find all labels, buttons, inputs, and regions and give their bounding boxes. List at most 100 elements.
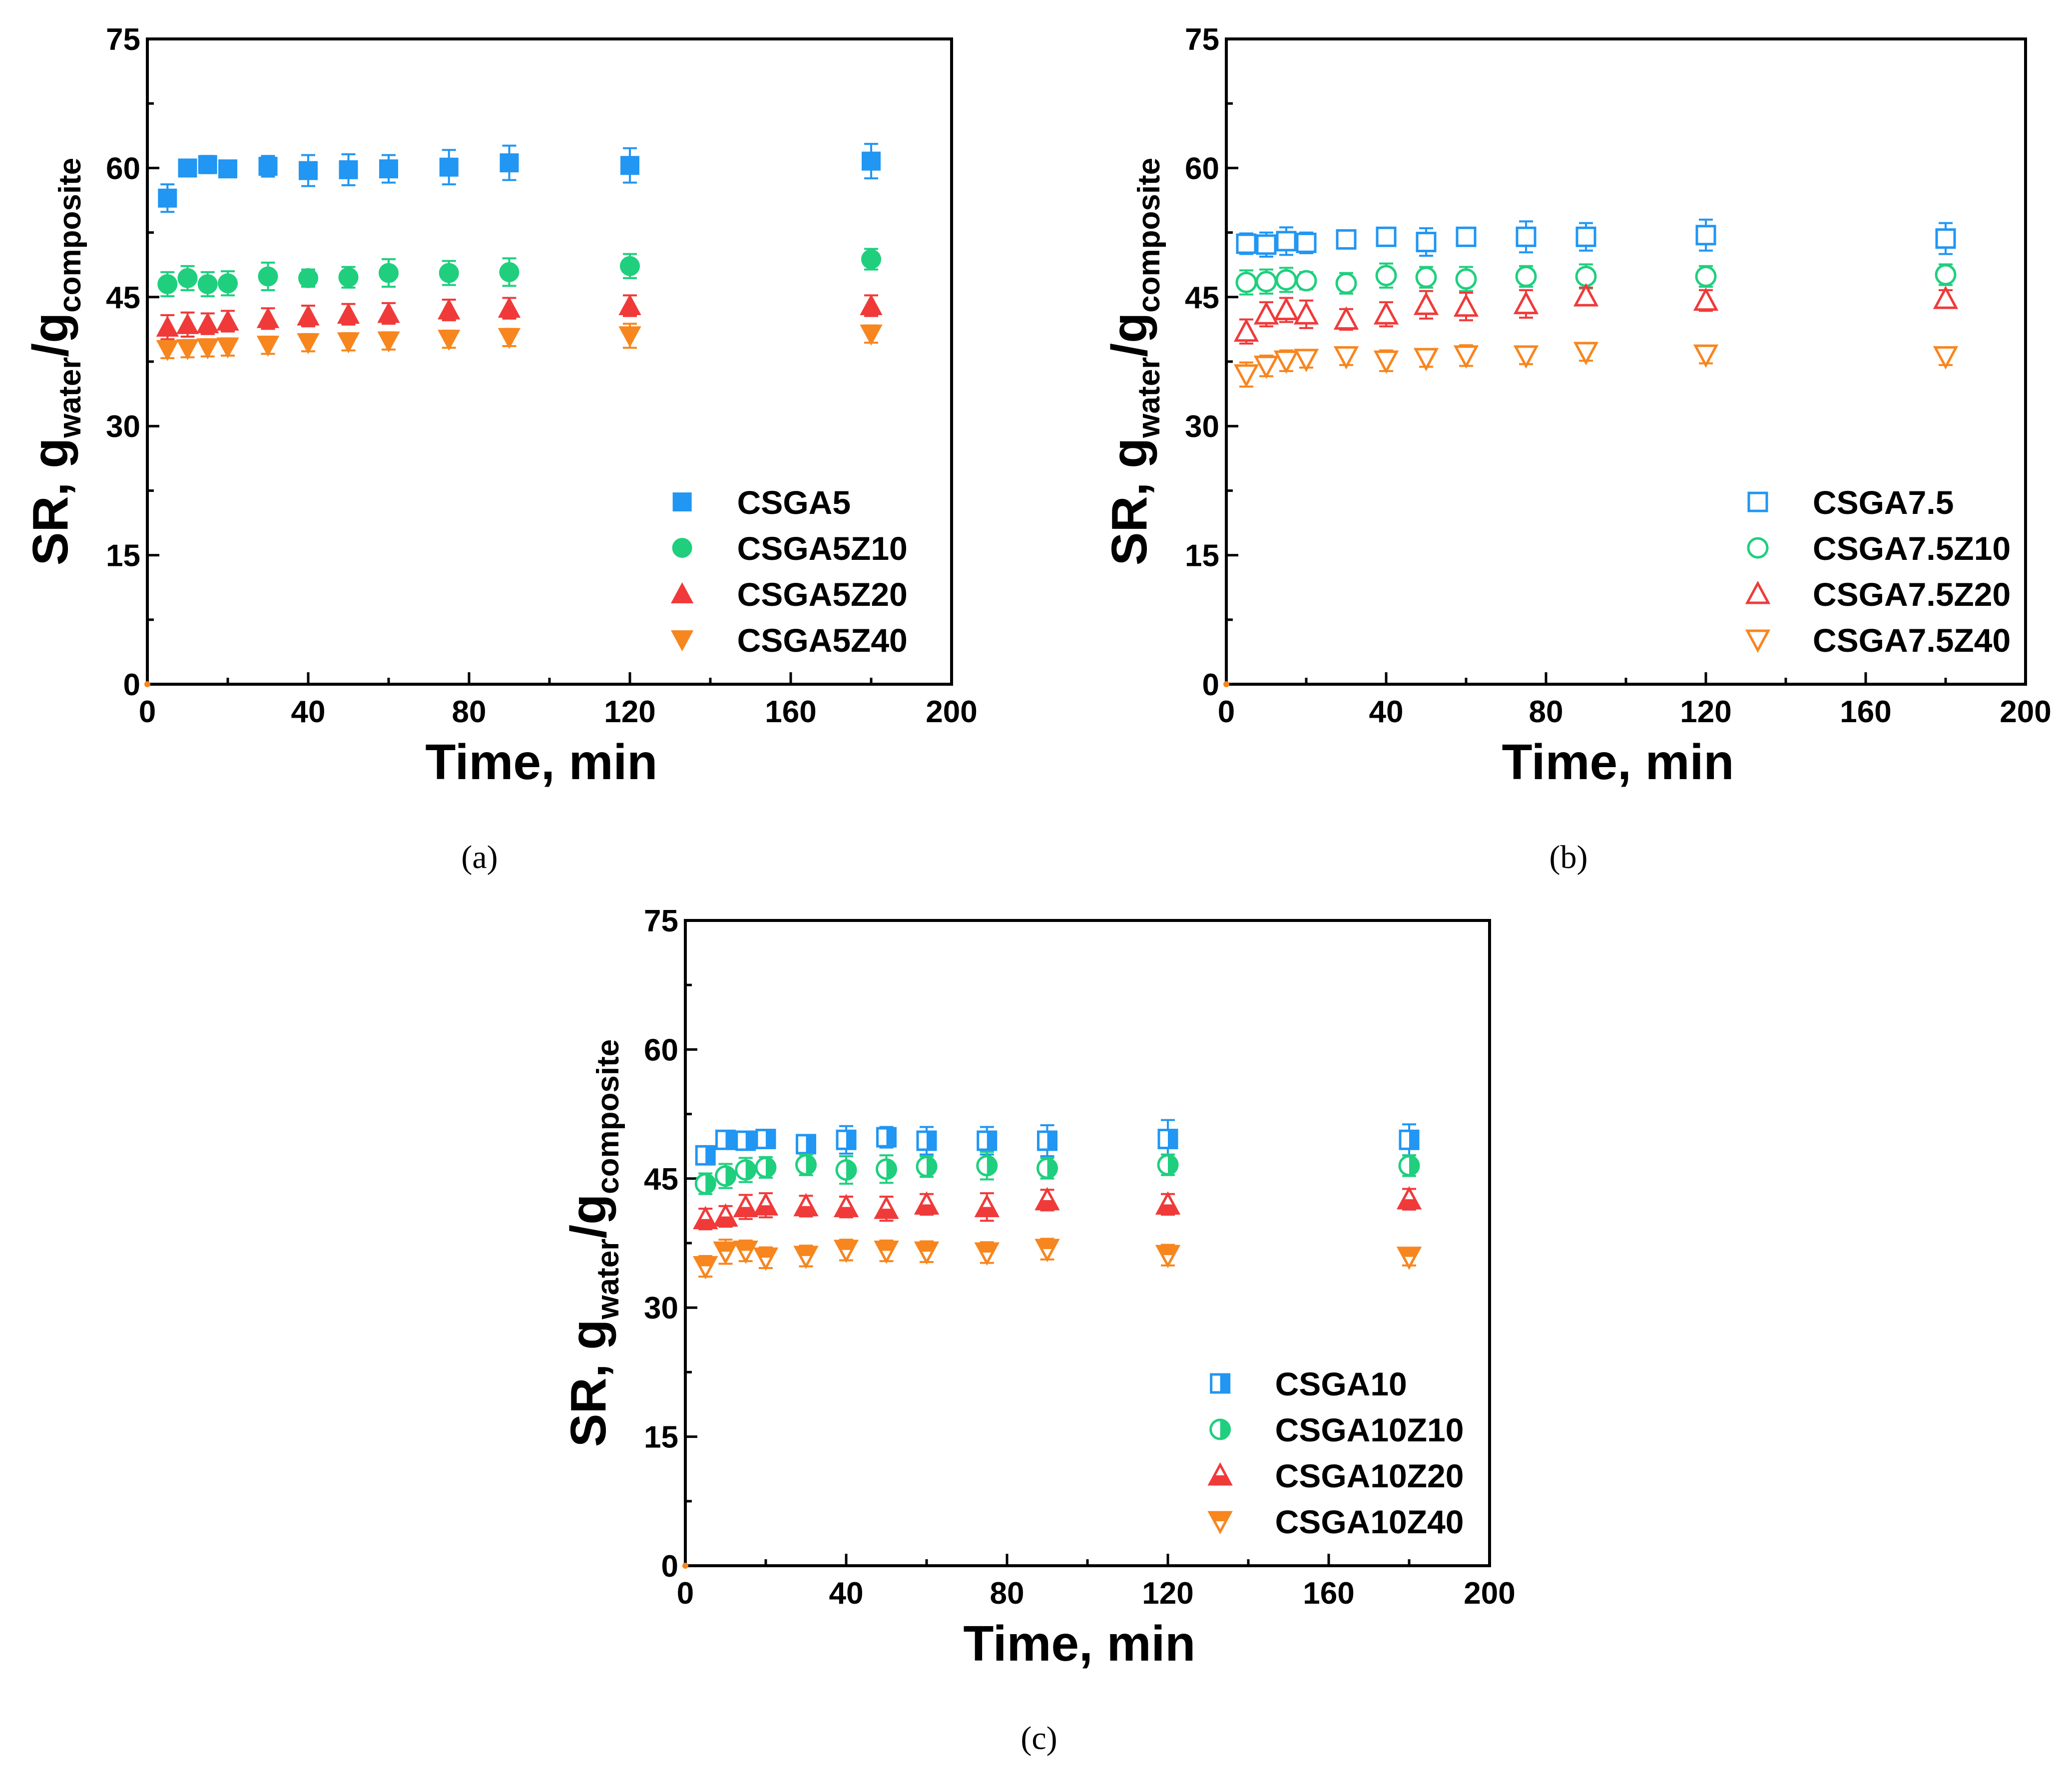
data-point bbox=[1157, 1129, 1178, 1150]
data-point bbox=[297, 304, 320, 326]
data-point bbox=[377, 331, 400, 353]
data-point bbox=[379, 263, 399, 283]
x-tick-label: 200 bbox=[926, 695, 977, 729]
origin-point bbox=[144, 681, 150, 687]
legend-label: CSGA10 bbox=[1275, 1365, 1407, 1402]
data-point bbox=[156, 315, 179, 337]
data-point bbox=[1236, 233, 1257, 254]
data-point bbox=[1296, 232, 1317, 253]
data-point bbox=[693, 1206, 718, 1230]
data-point bbox=[833, 1240, 859, 1264]
x-tick-label: 0 bbox=[677, 1576, 694, 1611]
data-point bbox=[438, 298, 461, 320]
y-axis-title: SR, gwater/gcomposite bbox=[1101, 158, 1166, 565]
data-point bbox=[1036, 1157, 1058, 1179]
data-point bbox=[156, 340, 179, 361]
legend-marker bbox=[670, 582, 694, 603]
legend-marker bbox=[1747, 537, 1769, 559]
data-point bbox=[713, 1241, 738, 1265]
y-tick-label: 0 bbox=[1202, 668, 1219, 702]
data-point bbox=[1933, 285, 1959, 309]
data-point bbox=[1293, 349, 1319, 373]
legend-marker bbox=[1207, 1462, 1233, 1486]
data-point bbox=[977, 1130, 998, 1151]
data-point bbox=[753, 1192, 779, 1216]
data-point bbox=[500, 153, 519, 173]
x-tick-label: 200 bbox=[1464, 1576, 1515, 1611]
data-point bbox=[620, 256, 640, 276]
x-tick-label: 80 bbox=[990, 1576, 1025, 1611]
data-point bbox=[715, 1165, 736, 1187]
series-CSGA10Z10 bbox=[694, 1151, 1420, 1195]
y-tick-label: 75 bbox=[1185, 22, 1219, 57]
data-point bbox=[1935, 264, 1957, 286]
data-point bbox=[860, 324, 883, 346]
data-point bbox=[439, 263, 459, 283]
legend-label: CSGA5Z40 bbox=[737, 622, 908, 659]
series-CSGA7.5Z10 bbox=[1235, 262, 1957, 296]
data-point bbox=[733, 1241, 758, 1264]
y-axis-title: SR, gwater/gcomposite bbox=[560, 1039, 625, 1447]
data-point bbox=[618, 326, 641, 348]
data-point bbox=[735, 1159, 757, 1181]
data-point bbox=[914, 1191, 940, 1215]
data-point bbox=[1293, 301, 1319, 325]
legend-marker bbox=[1207, 1511, 1233, 1535]
data-point bbox=[1513, 345, 1539, 369]
data-point bbox=[1453, 293, 1479, 317]
data-point bbox=[733, 1194, 758, 1218]
y-tick-label: 0 bbox=[661, 1549, 678, 1584]
x-tick-label: 0 bbox=[1218, 695, 1235, 729]
y-tick-label: 45 bbox=[1185, 281, 1219, 315]
data-point bbox=[1573, 342, 1599, 366]
chart-panel-0: 0 40 80 120 160 200 0 15 30 45 60 75 Time, min SR, gw… bbox=[22, 22, 978, 790]
data-point bbox=[1695, 225, 1716, 246]
data-point bbox=[258, 156, 278, 176]
data-point bbox=[499, 262, 519, 282]
data-point bbox=[713, 1203, 738, 1227]
data-point bbox=[1155, 1191, 1181, 1215]
origin-point bbox=[682, 1563, 688, 1569]
data-point bbox=[1155, 1245, 1181, 1269]
data-point bbox=[916, 1130, 937, 1151]
data-point bbox=[694, 1173, 716, 1195]
data-point bbox=[793, 1246, 819, 1270]
x-tick-label: 80 bbox=[1529, 695, 1563, 729]
data-point bbox=[1335, 272, 1357, 294]
y-tick-label: 15 bbox=[106, 539, 140, 573]
data-point bbox=[339, 160, 358, 179]
data-point bbox=[693, 1256, 718, 1280]
x-tick-label: 160 bbox=[1303, 1576, 1354, 1611]
legend-marker bbox=[1745, 580, 1771, 604]
legend-marker bbox=[670, 630, 694, 652]
data-point bbox=[337, 332, 360, 354]
data-point bbox=[874, 1241, 899, 1264]
data-point bbox=[1035, 1187, 1060, 1211]
data-point bbox=[1373, 301, 1399, 325]
data-point bbox=[1456, 226, 1477, 247]
legend-marker bbox=[1745, 629, 1771, 653]
legend-label: CSGA5Z10 bbox=[737, 530, 908, 567]
data-point bbox=[196, 312, 219, 334]
y-tick-label: 30 bbox=[644, 1291, 678, 1326]
data-point bbox=[755, 1129, 776, 1150]
data-point bbox=[753, 1247, 779, 1271]
data-point bbox=[735, 1130, 756, 1151]
y-tick-label: 60 bbox=[106, 151, 140, 186]
data-point bbox=[1513, 291, 1539, 315]
data-point bbox=[795, 1154, 817, 1176]
data-point bbox=[216, 337, 239, 359]
x-axis-title: Time, min bbox=[425, 734, 657, 790]
series-CSGA10Z20 bbox=[693, 1186, 1422, 1231]
data-point bbox=[1295, 270, 1317, 292]
data-point bbox=[876, 1158, 897, 1180]
x-tick-label: 160 bbox=[1840, 695, 1891, 729]
y-tick-label: 75 bbox=[106, 22, 140, 57]
data-point bbox=[196, 338, 219, 360]
y-tick-label: 45 bbox=[106, 281, 140, 315]
legend-marker bbox=[672, 538, 692, 558]
data-point bbox=[1516, 226, 1537, 247]
x-tick-label: 120 bbox=[1142, 1576, 1193, 1611]
data-point bbox=[439, 157, 459, 177]
